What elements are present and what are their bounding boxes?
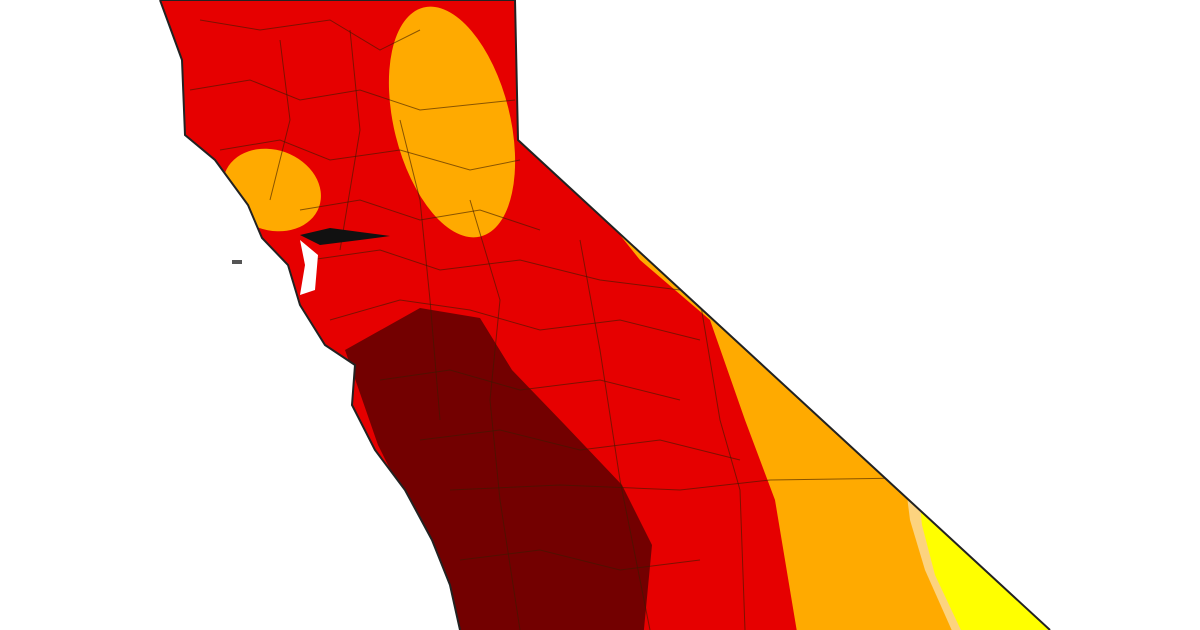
island — [232, 260, 242, 264]
moderate-drought-north-blob — [388, 6, 516, 238]
delta-waterway — [300, 228, 390, 245]
exceptional-drought-area — [345, 308, 652, 630]
state-outline — [159, 0, 1051, 630]
county-lines — [189, 19, 911, 630]
bay-water — [300, 240, 318, 295]
